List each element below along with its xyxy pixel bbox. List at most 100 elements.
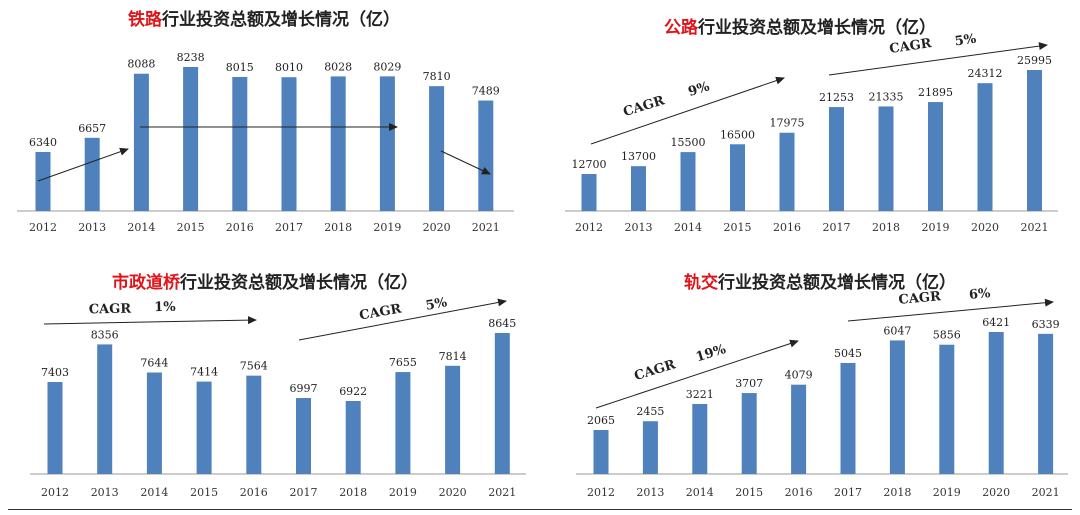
title-text: 行业投资总额及增长情况（亿） <box>718 273 956 293</box>
x-tick-label: 2016 <box>226 221 254 234</box>
data-label: 8088 <box>127 58 155 71</box>
x-tick-label: 2014 <box>674 221 702 234</box>
x-tick-label: 2020 <box>982 486 1010 499</box>
title-text: 行业投资总额及增长情况（亿） <box>180 273 418 293</box>
x-tick-label: 2012 <box>29 221 57 234</box>
bar <box>330 76 346 212</box>
x-tick-label: 2021 <box>1021 221 1049 234</box>
bar <box>741 393 757 474</box>
data-label: 6339 <box>1032 318 1060 331</box>
data-label: 4079 <box>785 369 813 382</box>
bar <box>232 76 248 211</box>
bar <box>196 381 212 474</box>
data-label: 7814 <box>439 350 467 363</box>
x-tick-label: 2019 <box>922 221 950 234</box>
x-tick-label: 2015 <box>190 486 218 499</box>
trend-arrow <box>590 76 785 145</box>
bar <box>1038 333 1054 474</box>
bar <box>133 73 149 212</box>
data-label: 7655 <box>389 356 417 369</box>
x-tick-label: 2016 <box>785 486 813 499</box>
bar <box>928 102 943 211</box>
bar <box>829 107 844 211</box>
bar <box>35 152 51 211</box>
cagr-label: CAGR <box>622 93 667 120</box>
bar <box>840 362 856 474</box>
bar <box>791 384 807 474</box>
x-tick-label: 2019 <box>389 486 417 499</box>
bar <box>631 166 646 211</box>
bar <box>84 137 100 211</box>
data-label: 16500 <box>720 128 755 141</box>
data-label: 21253 <box>819 91 854 104</box>
cagr-value: 1% <box>154 300 176 315</box>
cagr-value: 5% <box>954 32 978 50</box>
cagr-value: 5% <box>425 295 449 314</box>
x-tick-label: 2015 <box>177 221 205 234</box>
trend-arrow <box>298 298 507 341</box>
bar <box>889 340 905 474</box>
trend-arrow <box>847 298 1054 322</box>
x-tick-label: 2013 <box>625 221 653 234</box>
title-text: 行业投资总额及增长情况（亿） <box>162 10 400 30</box>
x-tick-label: 2021 <box>472 221 500 234</box>
bar <box>692 403 708 474</box>
data-label: 8010 <box>275 61 303 74</box>
bottom-divider <box>8 509 1072 510</box>
data-label: 8028 <box>324 60 352 73</box>
title-highlight: 轨交 <box>684 273 718 293</box>
x-tick-label: 2020 <box>439 486 467 499</box>
x-tick-label: 2018 <box>872 221 900 234</box>
data-label: 15500 <box>671 136 706 149</box>
x-tick-label: 2012 <box>41 486 69 499</box>
chart-title-highway: 公路行业投资总额及增长情况（亿） <box>664 13 936 38</box>
x-tick-label: 2014 <box>686 486 714 499</box>
cagr-label: CAGR <box>898 289 942 308</box>
x-tick-label: 2021 <box>488 486 516 499</box>
bar <box>429 86 445 211</box>
data-label: 21335 <box>869 90 904 103</box>
data-label: 21895 <box>918 86 953 99</box>
bar <box>939 344 955 474</box>
data-label: 5856 <box>933 329 961 342</box>
data-label: 6421 <box>982 316 1010 329</box>
data-label: 6997 <box>290 382 318 395</box>
bar <box>97 344 113 474</box>
data-label: 8356 <box>91 328 119 341</box>
x-tick-label: 2020 <box>423 221 451 234</box>
x-tick-label: 2019 <box>933 486 961 499</box>
x-tick-label: 2021 <box>1032 486 1060 499</box>
x-tick-label: 2012 <box>575 221 603 234</box>
cagr-value: 6% <box>968 286 991 303</box>
x-tick-label: 2017 <box>834 486 862 499</box>
bar <box>680 152 696 211</box>
data-label: 6922 <box>339 385 367 398</box>
data-label: 6657 <box>78 122 106 135</box>
x-tick-label: 2014 <box>140 486 168 499</box>
cagr-label: CAGR <box>633 357 678 384</box>
bar <box>494 333 510 474</box>
bar <box>281 77 297 211</box>
data-label: 17975 <box>770 117 805 130</box>
data-label: 6047 <box>883 324 911 337</box>
data-label: 8029 <box>373 60 401 73</box>
chart-title-railway: 铁路行业投资总额及增长情况（亿） <box>128 5 400 30</box>
trend-arrow <box>828 42 1048 76</box>
bar <box>47 382 63 474</box>
bar <box>246 375 262 474</box>
data-label: 3707 <box>735 377 763 390</box>
chart-title-municipal: 市政道桥行业投资总额及增长情况（亿） <box>112 268 418 293</box>
x-tick-label: 2019 <box>373 221 401 234</box>
x-tick-label: 2013 <box>636 486 664 499</box>
bar <box>296 398 311 474</box>
x-tick-label: 2016 <box>240 486 268 499</box>
bar <box>345 401 361 474</box>
cagr-label: CAGR <box>358 301 402 323</box>
bar <box>977 83 993 211</box>
x-tick-label: 2013 <box>91 486 119 499</box>
data-label: 5045 <box>834 347 862 360</box>
bar <box>445 365 461 474</box>
data-label: 8645 <box>488 317 516 330</box>
cagr-value: 19% <box>694 342 728 365</box>
